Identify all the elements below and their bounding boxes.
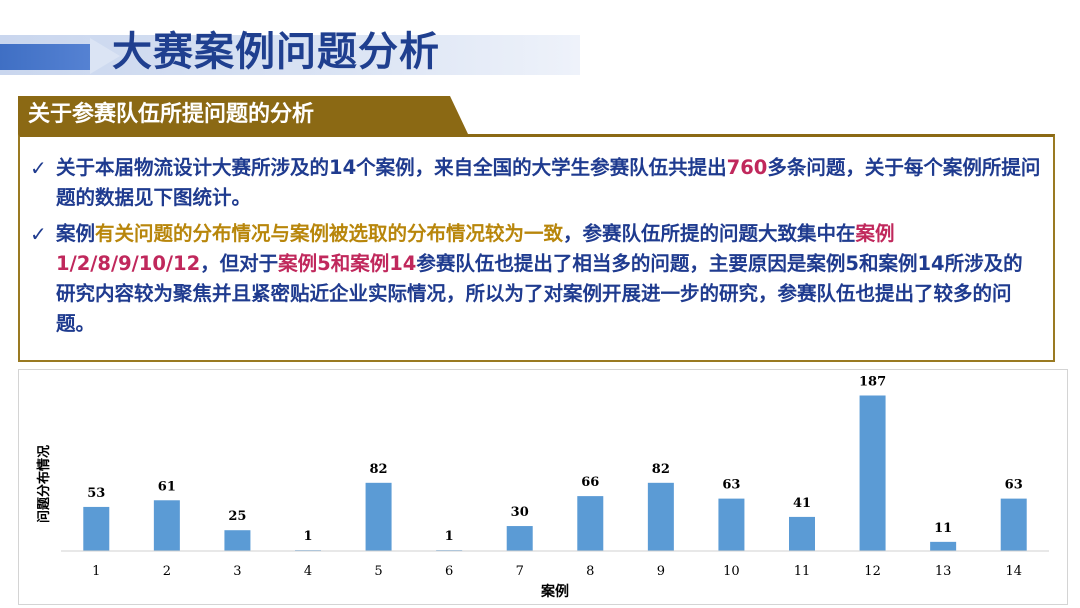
- bar-case-1: [83, 506, 110, 551]
- data-label-group: 53 61 25 1 82 1 30 66 82 63 41 187 11 63: [87, 374, 1023, 544]
- case-5-14-highlight: 案例5和案例14: [278, 252, 417, 275]
- x-tick-label-2: 2: [163, 564, 171, 579]
- x-tick-label-10: 10: [723, 564, 740, 579]
- x-tick-label-5: 5: [374, 564, 382, 579]
- bar-case-11: [789, 516, 815, 551]
- text-segment: 参赛队伍也提出了相当多的问题，主要原因是案例5和案例14所涉及的研究内容较为聚焦…: [56, 252, 1023, 335]
- data-label-case-11: 41: [793, 496, 811, 511]
- checkmark-icon: ✓: [30, 156, 47, 180]
- x-tick-label-3: 3: [233, 564, 241, 579]
- text-segment: 案例: [56, 222, 96, 245]
- x-tick-label-group: 1 2 3 4 5 6 7 8 9 10 11 12 13 14: [92, 564, 1022, 579]
- x-tick-label-12: 12: [864, 564, 881, 579]
- data-label-case-6: 1: [445, 529, 454, 544]
- data-label-case-1: 53: [87, 486, 105, 501]
- data-label-case-4: 1: [303, 529, 312, 544]
- x-tick-label-7: 7: [516, 564, 524, 579]
- x-tick-label-6: 6: [445, 564, 453, 579]
- checkmark-icon: ✓: [30, 222, 47, 246]
- x-tick-label-14: 14: [1005, 564, 1022, 579]
- page-title: 大赛案例问题分析: [112, 29, 440, 75]
- section-header-label: 关于参赛队伍所提问题的分析: [28, 102, 315, 127]
- data-label-case-8: 66: [581, 475, 599, 490]
- bar-case-8: [577, 496, 604, 551]
- bar-case-7: [506, 526, 533, 551]
- distribution-highlight: 有关问题的分布情况与案例被选取的分布情况较为一致: [95, 222, 564, 245]
- bar-case-3: [224, 530, 251, 551]
- x-tick-label-1: 1: [92, 564, 100, 579]
- data-label-case-7: 30: [511, 505, 529, 520]
- analysis-text-box: ✓ 关于本届物流设计大赛所涉及的14个案例，来自全国的大学生参赛队伍共提出760…: [18, 134, 1055, 362]
- case-list-highlight: 案例1/2/8/9/10/12: [56, 222, 895, 275]
- x-tick-label-9: 9: [657, 564, 665, 579]
- text-segment: ，参赛队伍所提的问题大致集中在: [563, 222, 856, 245]
- data-label-case-5: 82: [370, 462, 388, 477]
- section-header: 关于参赛队伍所提问题的分析: [18, 96, 468, 134]
- bar-case-13: [930, 541, 957, 551]
- text-segment: 关于本届物流设计大赛所涉及的14个案例，来自全国的大学生参赛队伍共提出: [56, 156, 727, 179]
- question-count-highlight: 760: [726, 156, 768, 179]
- data-label-case-13: 11: [934, 521, 952, 536]
- data-label-case-2: 61: [158, 479, 176, 494]
- text-segment: ，但对于: [200, 252, 279, 275]
- bar-case-12: [859, 395, 886, 551]
- paragraph-text: 关于本届物流设计大赛所涉及的14个案例，来自全国的大学生参赛队伍共提出760多条…: [32, 153, 1042, 213]
- paragraph-distribution: ✓ 案例有关问题的分布情况与案例被选取的分布情况较为一致，参赛队伍所提的问题大致…: [30, 219, 1042, 339]
- x-tick-label-4: 4: [304, 564, 312, 579]
- x-tick-label-11: 11: [794, 564, 811, 579]
- bar-group: [83, 395, 1027, 551]
- data-label-case-12: 187: [859, 374, 886, 389]
- y-axis-label: 问题分布情况: [36, 445, 52, 523]
- data-label-case-3: 25: [228, 509, 246, 524]
- data-label-case-9: 82: [652, 462, 670, 477]
- paragraph-question-count: ✓ 关于本届物流设计大赛所涉及的14个案例，来自全国的大学生参赛队伍共提出760…: [30, 153, 1042, 213]
- bar-case-5: [365, 482, 392, 551]
- x-axis-label: 案例: [540, 583, 569, 600]
- bar-case-14: [1000, 498, 1027, 551]
- data-label-case-10: 63: [722, 478, 740, 493]
- bar-case-2: [153, 500, 180, 551]
- bar-case-10: [718, 498, 745, 551]
- data-label-case-14: 63: [1005, 478, 1023, 493]
- x-tick-label-8: 8: [586, 564, 594, 579]
- bar-chart-container: 53 61 25 1 82 1 30 66 82 63 41 187 11 63 1 2 3 4 5 6 7 8 9 10 1…: [18, 369, 1068, 605]
- bar-case-9: [647, 482, 674, 551]
- text-segment: 多条问题，关于每个案例所提问题的数据见下图统计。: [56, 156, 1041, 209]
- x-tick-label-13: 13: [935, 564, 952, 579]
- paragraph-text: 案例有关问题的分布情况与案例被选取的分布情况较为一致，参赛队伍所提的问题大致集中…: [32, 219, 1042, 339]
